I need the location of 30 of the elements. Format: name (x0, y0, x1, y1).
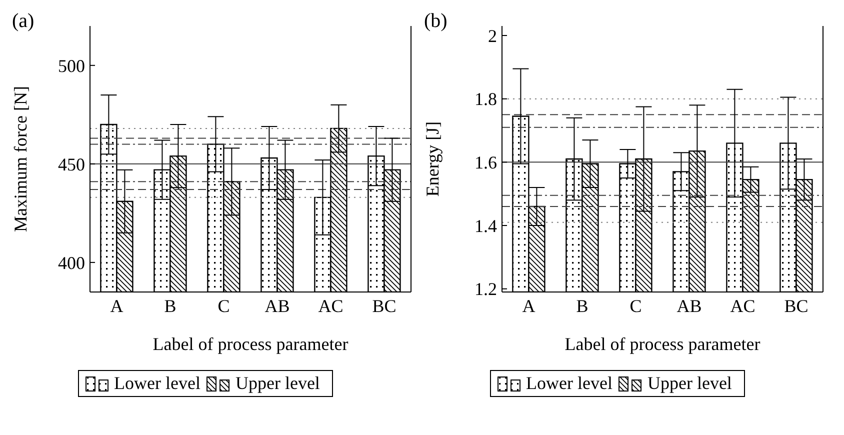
y-axis-title: Maximum force [N] (10, 86, 30, 232)
x-tick-label: AC (318, 296, 344, 316)
chart-title: (a) (12, 10, 34, 33)
x-tick-label: AC (730, 296, 756, 316)
x-tick-label: A (522, 296, 536, 316)
legend-label: Upper level (235, 373, 320, 394)
y-tick-label: 2 (488, 26, 497, 46)
x-tick-label: BC (372, 296, 396, 316)
y-tick-label: 1.6 (474, 152, 497, 173)
legend-label: Lower level (114, 373, 200, 394)
x-tick-label: B (164, 296, 176, 316)
y-tick-label: 400 (58, 252, 85, 273)
x-tick-label: AB (264, 296, 290, 316)
x-axis-title: Label of process parameter (152, 334, 348, 354)
x-tick-label: A (110, 296, 124, 316)
x-tick-label: B (576, 296, 588, 316)
y-tick-label: 450 (58, 154, 85, 174)
y-tick-label: 1.8 (474, 89, 497, 110)
x-axis-title: Label of process parameter (564, 334, 760, 354)
x-tick-label: C (630, 296, 642, 316)
y-tick-label: 1.2 (474, 279, 497, 300)
chart-title: (b) (424, 10, 448, 33)
legend-label: Upper level (647, 373, 732, 394)
y-tick-label: 1.4 (474, 216, 497, 236)
x-tick-label: C (218, 296, 230, 316)
y-axis-title: Energy [J] (422, 121, 442, 197)
x-tick-label: BC (784, 296, 808, 316)
legend-label: Lower level (526, 373, 612, 394)
y-tick-label: 500 (58, 56, 85, 76)
x-tick-label: AB (676, 296, 702, 316)
